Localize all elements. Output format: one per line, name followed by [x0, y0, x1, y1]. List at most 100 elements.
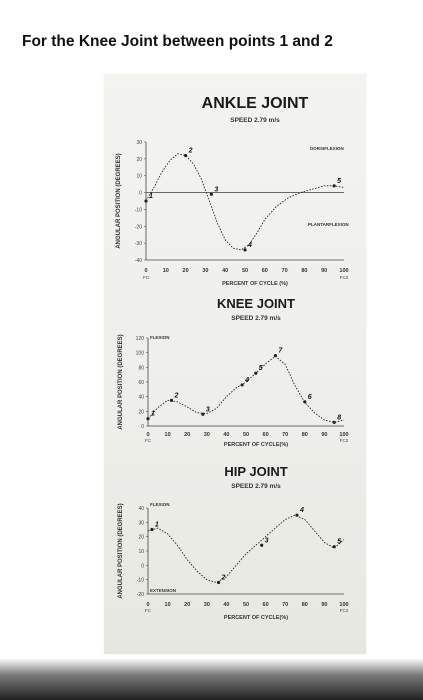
ankle-x-tick-label: 80	[301, 268, 307, 274]
ankle-y-tick-label: 30	[136, 140, 142, 146]
hip-point-label-3: 3	[265, 537, 269, 544]
knee-point-6	[303, 400, 307, 404]
knee-x-tick-label: 10	[165, 432, 171, 438]
knee-point-2	[169, 398, 174, 402]
knee-x-label: PERCENT OF CYCLE(%)	[224, 442, 288, 448]
ankle-y-tick-label: -20	[135, 224, 142, 230]
ankle-y-tick-label: -30	[135, 241, 142, 247]
photo-bottom-edge	[0, 658, 423, 700]
hip-x-tick-label: 70	[282, 602, 288, 608]
knee-annotation: FLEXION	[150, 335, 170, 340]
ankle-y-tick-label: 0	[139, 191, 142, 197]
hip-x-tick-label: 20	[184, 602, 190, 608]
knee-point-5	[254, 371, 258, 375]
hip-y-tick-label: 40	[138, 506, 144, 512]
hip-series-line	[147, 514, 345, 583]
knee-chart: KNEE JOINT SPEED 2.79 m/s 120 100 80 60 40 20 00…	[118, 296, 349, 448]
knee-point-label-4: 4	[244, 377, 249, 384]
hip-point-5	[332, 545, 336, 549]
knee-x-tick-label: 30	[204, 432, 210, 438]
hip-y-tick-label: 30	[138, 520, 144, 526]
knee-end-label: FC2	[340, 438, 349, 443]
knee-point-4	[240, 383, 244, 387]
ankle-x-tick-label: 30	[202, 268, 208, 274]
ankle-y-tick-label: 10	[136, 174, 142, 180]
hip-y-tick-label: 0	[141, 563, 144, 569]
knee-y-label: ANGULAR POSITION (DEGREES)	[118, 334, 124, 429]
knee-point-3	[201, 412, 205, 416]
knee-point-label-7: 7	[278, 348, 283, 355]
ankle-y-label: ANGULAR POSITION (DEGREES)	[116, 153, 122, 248]
ankle-annotation: PLANTARFLEXION	[308, 222, 349, 227]
knee-x-tick-label: 70	[282, 432, 288, 438]
textbook-photo: ANKLE JOINT SPEED 2.79 m/s 30 20 10 0 -10 -20 -3…	[104, 74, 366, 654]
hip-title: HIP JOINT	[224, 464, 287, 479]
ankle-y-tick-label: 20	[136, 157, 142, 163]
hip-y-tick-label: -20	[137, 592, 144, 598]
hip-x-tick-label: 10	[165, 602, 171, 608]
ankle-end-label: FC2	[340, 275, 349, 280]
ankle-point-4	[243, 248, 247, 252]
knee-point-label-8: 8	[337, 414, 341, 421]
knee-x-tick-label: 0	[146, 432, 149, 438]
ankle-x-tick-label: 40	[222, 268, 228, 274]
knee-y-tick-label: 120	[136, 336, 145, 342]
ankle-y-tick-label: -10	[135, 207, 142, 213]
knee-point-label-1: 1	[151, 411, 155, 418]
ankle-series-line	[145, 153, 345, 251]
hip-annotation: FLEXION	[150, 502, 170, 507]
hip-y-tick-label: -10	[137, 578, 144, 584]
hip-subtitle: SPEED 2.79 m/s	[231, 483, 281, 490]
hip-point-2	[216, 580, 221, 585]
ankle-point-label-5: 5	[337, 178, 341, 185]
knee-x-tick-label: 60	[263, 432, 269, 438]
knee-y-tick-label: 60	[138, 380, 144, 386]
ankle-point-label-1: 1	[149, 193, 153, 200]
knee-x-tick-label: 50	[243, 432, 249, 438]
knee-y-tick-label: 80	[138, 365, 144, 371]
ankle-x-tick-label: 60	[262, 268, 268, 274]
knee-x-tick-label: 100	[339, 432, 348, 438]
knee-subtitle: SPEED 2.79 m/s	[231, 315, 281, 322]
ankle-y-tick-label: -40	[135, 258, 142, 264]
knee-point-label-5: 5	[259, 365, 263, 372]
knee-series-line	[147, 355, 345, 423]
hip-chart: HIP JOINT SPEED 2.79 m/s 40 30 20 100 -10 -20 0 1…	[118, 464, 349, 621]
hip-start-label: FC	[145, 608, 152, 613]
hip-x-tick-label: 60	[263, 602, 269, 608]
ankle-point-2	[184, 153, 188, 158]
hip-x-tick-label: 90	[321, 602, 327, 608]
ankle-point-5	[332, 184, 336, 188]
hip-y-label: ANGULAR POSITION (DEGREES)	[118, 503, 124, 598]
ankle-point-label-2: 2	[188, 147, 193, 154]
ankle-x-tick-label: 10	[163, 268, 169, 274]
hip-y-tick-label: 10	[138, 549, 144, 555]
ankle-x-tick-label: 50	[242, 268, 248, 274]
knee-x-tick-label: 90	[321, 432, 327, 438]
knee-point-8	[332, 420, 336, 424]
hip-x-tick-label: 80	[302, 602, 308, 608]
hip-x-tick-label: 40	[223, 602, 229, 608]
knee-start-label: FC	[145, 438, 152, 443]
hip-annotation: EXTENSION	[150, 588, 176, 593]
ankle-x-tick-label: 70	[282, 268, 288, 274]
knee-y-tick-label: 0	[141, 424, 144, 430]
knee-x-tick-label: 80	[302, 432, 308, 438]
hip-x-tick-label: 100	[339, 602, 348, 608]
ankle-x-tick-label: 20	[183, 268, 189, 274]
ankle-x-label: PERCENT OF CYCLE (%)	[222, 281, 288, 287]
ankle-x-tick-label: 100	[339, 268, 348, 274]
ankle-point-label-4: 4	[247, 242, 252, 249]
question-title: For the Knee Joint between points 1 and …	[22, 33, 333, 50]
knee-y-tick-label: 40	[138, 395, 144, 401]
hip-x-tick-label: 30	[204, 602, 210, 608]
ankle-point-label-3: 3	[214, 186, 218, 193]
hip-point-label-2: 2	[221, 575, 226, 582]
knee-point-1	[146, 417, 150, 421]
hip-point-label-5: 5	[337, 539, 341, 546]
knee-y-tick-label: 20	[138, 409, 144, 415]
knee-title: KNEE JOINT	[217, 296, 295, 311]
ankle-point-3	[209, 192, 213, 196]
